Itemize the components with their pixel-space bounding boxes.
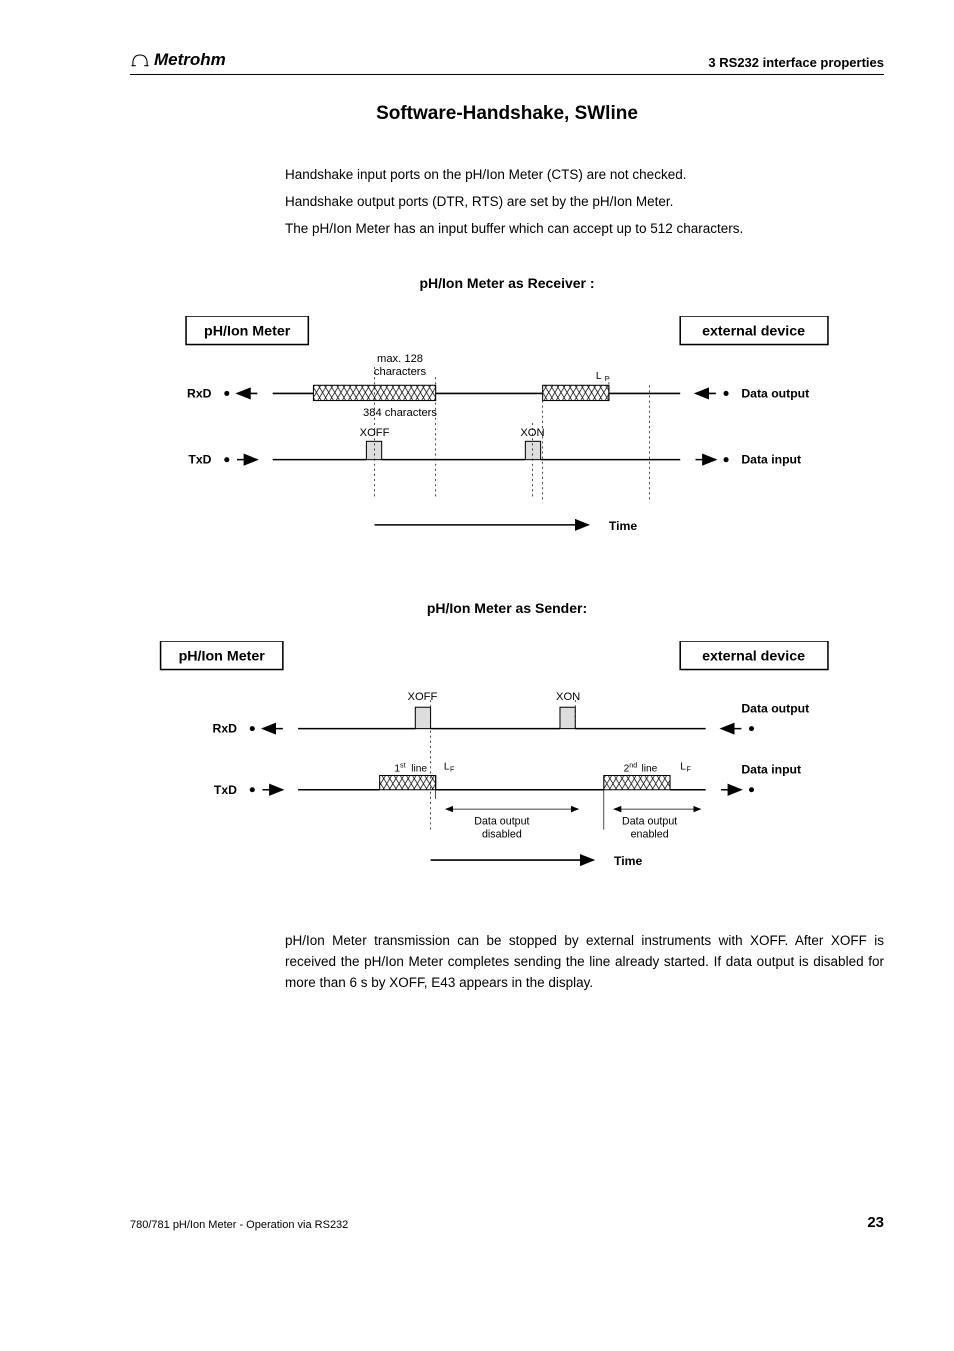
svg-text:pH/Ion Meter: pH/Ion Meter: [204, 323, 291, 339]
svg-text:TxD: TxD: [214, 783, 237, 797]
svg-text:line: line: [411, 764, 427, 775]
metrohm-omega-icon: [130, 52, 150, 68]
svg-text:L: L: [444, 762, 450, 773]
svg-text:F: F: [450, 766, 455, 774]
svg-text:Data output: Data output: [741, 386, 809, 400]
page-number: 23: [867, 1214, 884, 1231]
brand-name: Metrohm: [154, 50, 226, 70]
svg-text:L: L: [680, 762, 686, 773]
svg-text:RxD: RxD: [213, 722, 238, 736]
intro-block: Handshake input ports on the pH/Ion Mete…: [130, 165, 884, 240]
brand-logo: Metrohm: [130, 50, 226, 70]
sender-diagram: pH/Ion Meter external device XOFF XON Rx…: [130, 641, 884, 901]
svg-text:F: F: [605, 375, 610, 383]
page-title: Software-Handshake, SWline: [130, 103, 884, 125]
diagram-title: pH/Ion Meter as Receiver :: [130, 275, 884, 291]
svg-text:Time: Time: [614, 854, 643, 868]
svg-text:384 characters: 384 characters: [363, 407, 437, 419]
svg-text:characters: characters: [374, 366, 427, 378]
svg-text:TxD: TxD: [188, 453, 211, 467]
svg-text:Data input: Data input: [741, 763, 801, 777]
svg-text:Data output: Data output: [622, 816, 677, 828]
page-footer: 780/781 pH/Ion Meter - Operation via RS2…: [130, 1214, 884, 1231]
svg-text:Data input: Data input: [741, 453, 801, 467]
svg-text:XOFF: XOFF: [408, 691, 438, 703]
svg-text:Data output: Data output: [741, 702, 809, 716]
svg-text:pH/Ion Meter: pH/Ion Meter: [179, 649, 266, 665]
svg-text:st: st: [400, 762, 406, 770]
paragraph: pH/Ion Meter transmission can be stopped…: [285, 931, 884, 994]
svg-text:external device: external device: [702, 649, 805, 665]
paragraph: Handshake output ports (DTR, RTS) are se…: [285, 192, 884, 213]
paragraph: The pH/Ion Meter has an input buffer whi…: [285, 219, 884, 240]
svg-text:XON: XON: [556, 691, 580, 703]
svg-text:L: L: [596, 371, 602, 382]
doc-title: 780/781 pH/Ion Meter - Operation via RS2…: [130, 1219, 348, 1231]
svg-text:enabled: enabled: [631, 829, 669, 841]
paragraph: Handshake input ports on the pH/Ion Mete…: [285, 165, 884, 186]
svg-text:nd: nd: [629, 762, 637, 770]
svg-text:disabled: disabled: [482, 829, 522, 841]
svg-text:external device: external device: [702, 323, 805, 339]
page-header: Metrohm 3 RS232 interface properties: [130, 50, 884, 75]
svg-text:Time: Time: [609, 519, 638, 533]
svg-text:max. 128: max. 128: [377, 353, 423, 365]
svg-text:line: line: [641, 764, 657, 775]
diagram-title: pH/Ion Meter as Sender:: [130, 600, 884, 616]
svg-text:Data output: Data output: [474, 816, 529, 828]
svg-text:RxD: RxD: [187, 386, 212, 400]
svg-text:F: F: [686, 766, 691, 774]
section-title: 3 RS232 interface properties: [708, 55, 884, 70]
receiver-diagram: pH/Ion Meter external device max. 128 ch…: [130, 316, 884, 566]
